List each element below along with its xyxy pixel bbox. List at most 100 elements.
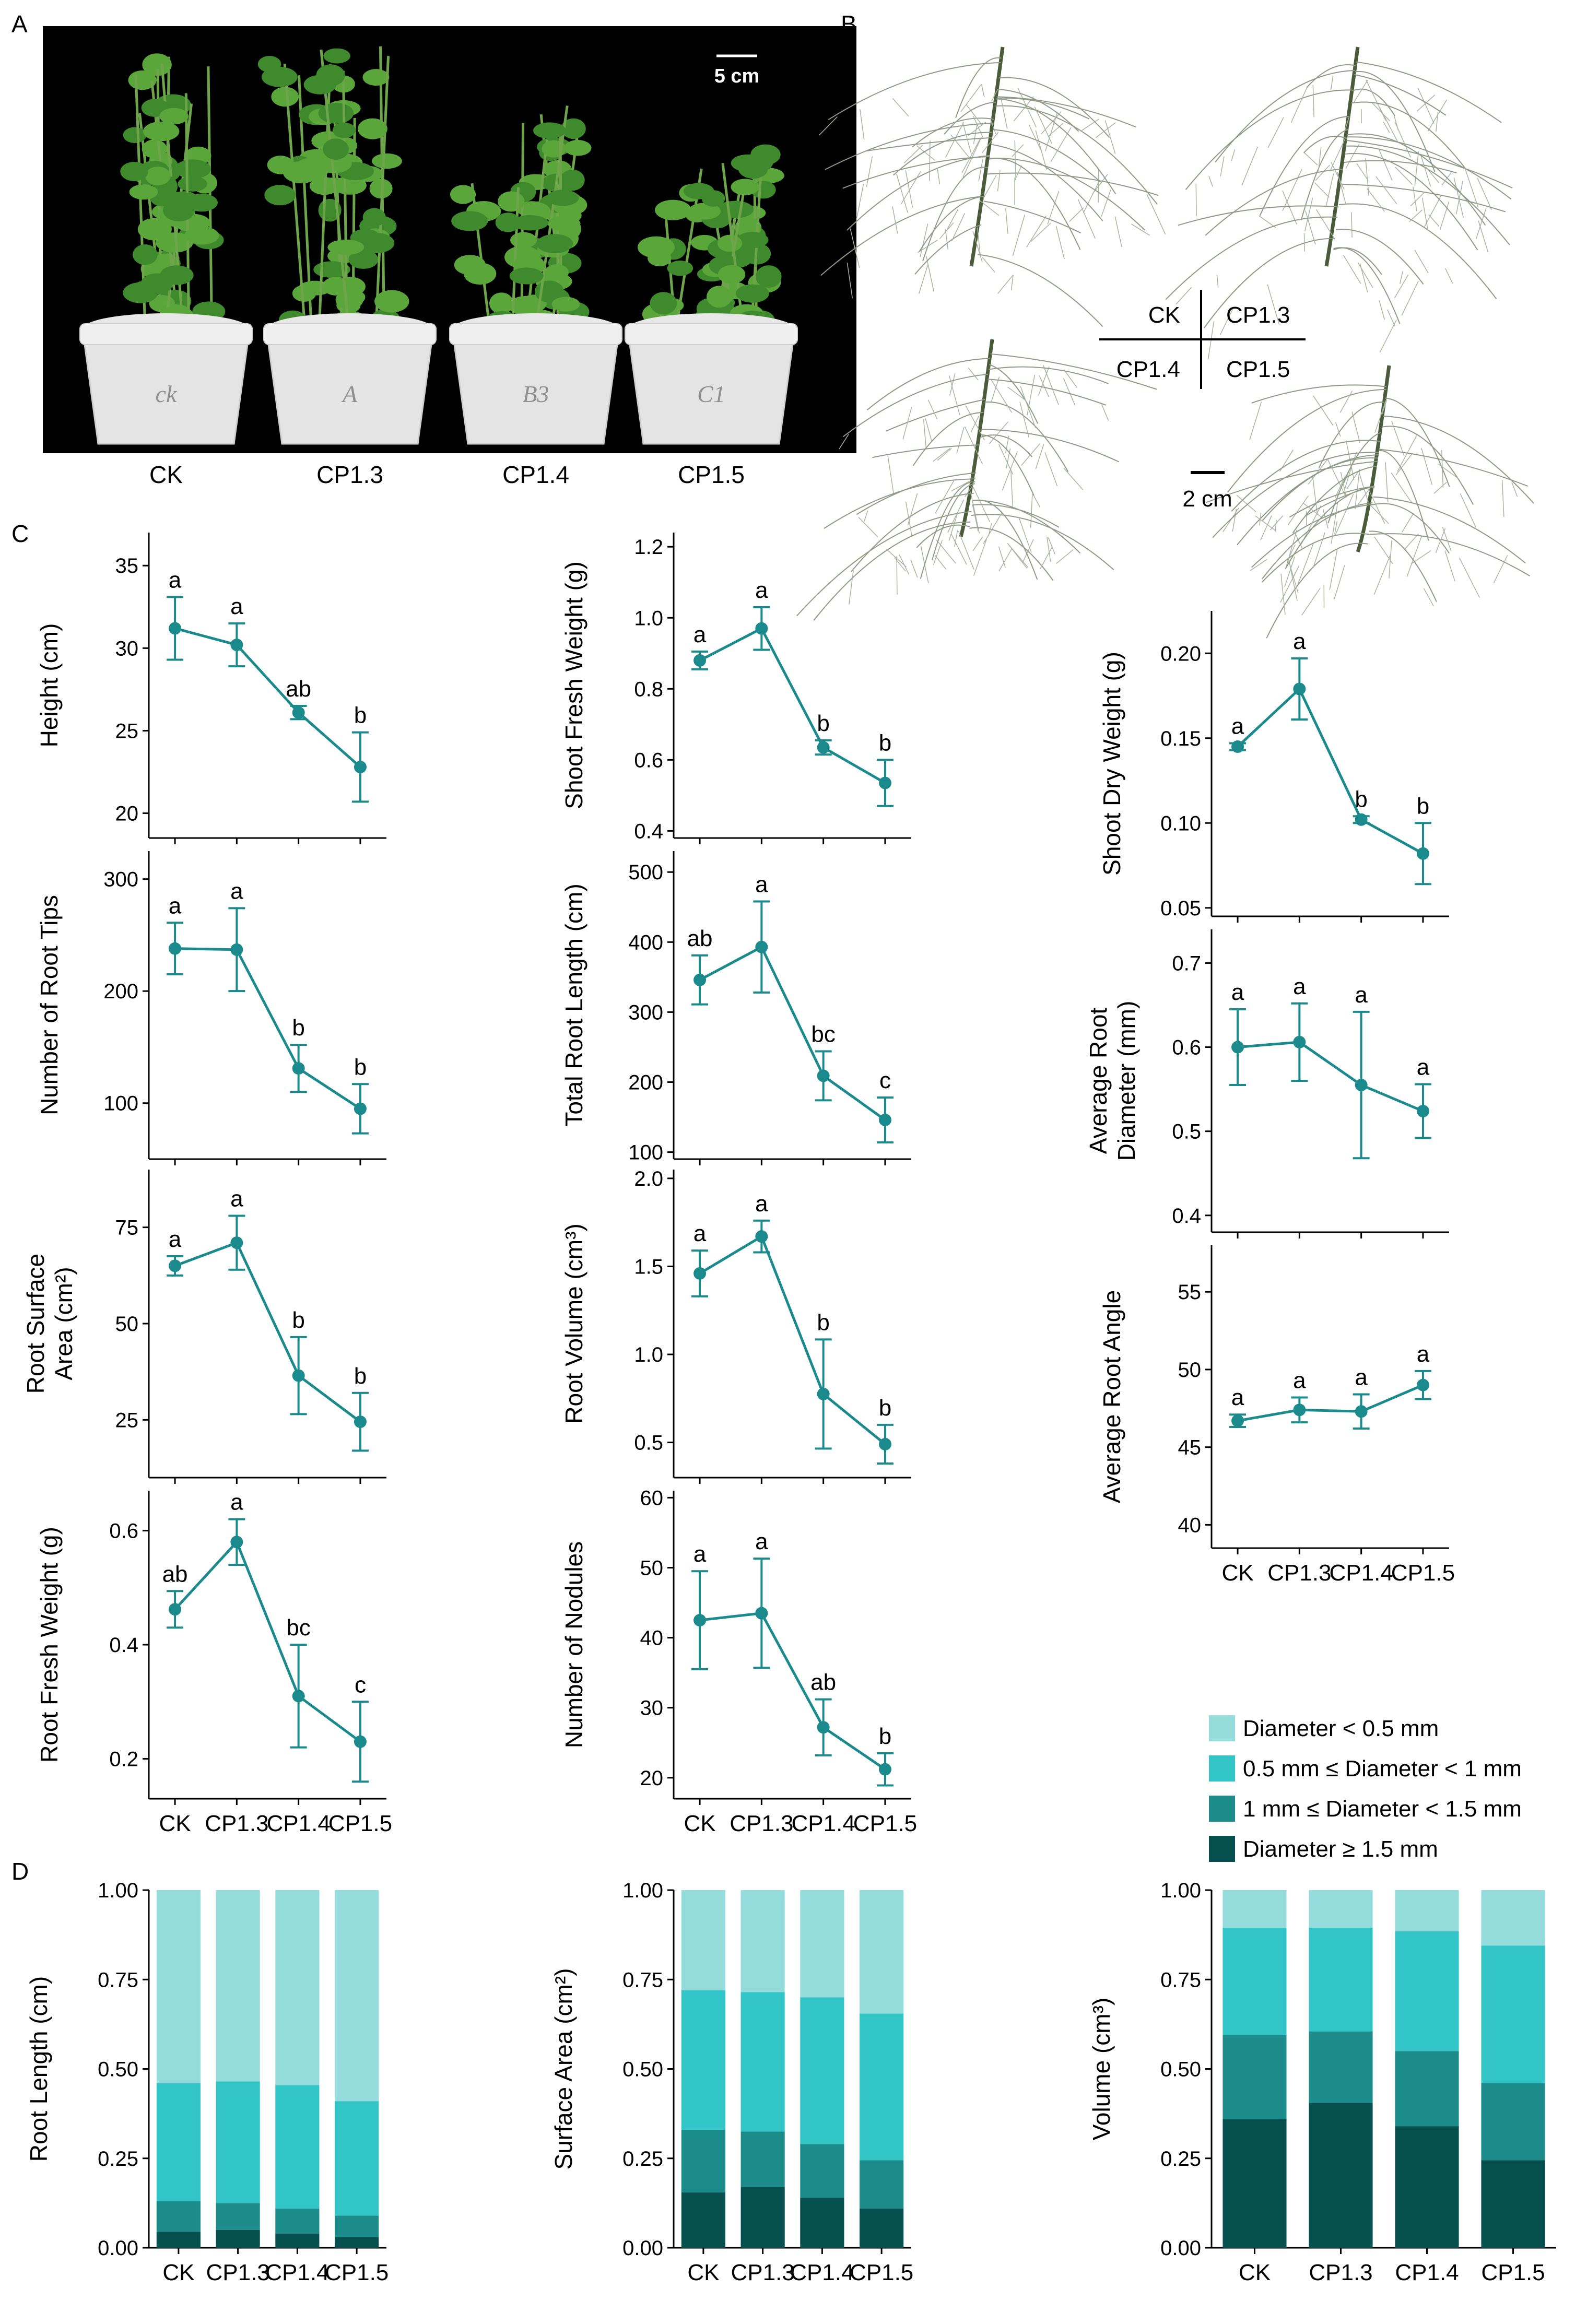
y-tick-label: 0.50 bbox=[98, 2058, 138, 2081]
data-point bbox=[878, 776, 891, 789]
quad-label-cp14: CP1.4 bbox=[1116, 357, 1180, 382]
significance-letter: a bbox=[693, 1541, 707, 1567]
significance-letter: a bbox=[1231, 1385, 1244, 1410]
significance-letter: b bbox=[292, 1015, 304, 1041]
bar-segment bbox=[1222, 2035, 1287, 2119]
plant-3 bbox=[450, 105, 592, 332]
root-system-1 bbox=[818, 46, 1166, 327]
bar-segment bbox=[335, 2237, 379, 2248]
plant-4 bbox=[637, 144, 784, 334]
significance-letter: a bbox=[169, 1226, 182, 1252]
data-point bbox=[354, 1415, 367, 1429]
bar-segment bbox=[1309, 1890, 1373, 1928]
data-point bbox=[693, 1267, 707, 1280]
y-tick-label: 20 bbox=[115, 803, 139, 825]
significance-letter: b bbox=[354, 703, 367, 728]
y-tick-label: 200 bbox=[628, 1071, 663, 1094]
y-tick-label: 1.5 bbox=[634, 1255, 663, 1278]
bar-segment bbox=[216, 2229, 260, 2248]
y-tick-label: 75 bbox=[115, 1217, 139, 1240]
data-point bbox=[755, 622, 768, 635]
quad-label-ck: CK bbox=[1148, 302, 1180, 328]
bar-segment bbox=[800, 2144, 844, 2198]
pot-label-cp13: CP1.3 bbox=[316, 461, 383, 488]
bar-segment bbox=[335, 2215, 379, 2237]
y-tick-label: 1.00 bbox=[98, 1879, 138, 1902]
y-tick-label: 30 bbox=[640, 1697, 664, 1720]
root-scan: CK CP1.3 CP1.4 CP1.5 2 cm bbox=[796, 46, 1534, 639]
bar-segment bbox=[1222, 2119, 1287, 2248]
bar-segment bbox=[740, 1992, 785, 2132]
y-tick-label: 100 bbox=[103, 1092, 138, 1115]
data-point bbox=[1355, 1405, 1368, 1418]
pot-label-cp14: CP1.4 bbox=[502, 461, 569, 488]
bar-segment bbox=[156, 2232, 201, 2248]
x-tick-label: CK bbox=[1221, 1560, 1253, 1586]
pot-mark-1: ck bbox=[156, 381, 178, 407]
data-point bbox=[230, 1236, 243, 1249]
significance-letter: a bbox=[1355, 1365, 1368, 1390]
bar-segment bbox=[1481, 1890, 1545, 1946]
significance-letter: b bbox=[354, 1054, 367, 1080]
y-tick-label: 0.50 bbox=[1160, 2058, 1201, 2081]
significance-letter: a bbox=[755, 1529, 768, 1554]
data-point bbox=[354, 761, 367, 774]
x-tick-label: CP1.5 bbox=[325, 2260, 389, 2285]
pot-mark-3: B3 bbox=[522, 381, 549, 407]
y-tick-label: 0.6 bbox=[1172, 1036, 1201, 1059]
significance-letter: a bbox=[230, 1490, 243, 1515]
chart-root_len: 100 200 300 400 500 Total Root Length (cm) ab a… bbox=[560, 851, 911, 1165]
y-tick-label: 0.25 bbox=[1160, 2148, 1201, 2170]
y-tick-label: 50 bbox=[115, 1313, 139, 1336]
y-tick-label: 0.4 bbox=[1172, 1205, 1201, 1228]
significance-letter: b bbox=[354, 1363, 367, 1389]
y-tick-label: 50 bbox=[1178, 1359, 1202, 1382]
significance-letter: bc bbox=[811, 1022, 835, 1047]
y-tick-label: 35 bbox=[115, 555, 139, 577]
significance-letter: a bbox=[1417, 1054, 1430, 1080]
y-axis-label: Total Root Length (cm) bbox=[560, 883, 587, 1126]
significance-letter: b bbox=[292, 1307, 304, 1333]
significance-letter: a bbox=[1293, 974, 1306, 999]
x-tick-label: CP1.5 bbox=[1391, 1560, 1455, 1586]
x-tick-label: CP1.4 bbox=[792, 1811, 855, 1836]
legend-swatch bbox=[1209, 1715, 1235, 1741]
data-point bbox=[1416, 847, 1429, 860]
bar-segment bbox=[275, 1890, 320, 2085]
data-point bbox=[817, 1387, 830, 1400]
significance-letter: a bbox=[755, 577, 768, 603]
y-axis-label: Volume (cm³) bbox=[1088, 1998, 1115, 2140]
significance-letter: b bbox=[817, 711, 829, 736]
bar-segment bbox=[1309, 2031, 1373, 2103]
significance-letter: b bbox=[879, 1724, 891, 1749]
y-tick-label: 0.00 bbox=[1160, 2237, 1201, 2260]
data-point bbox=[1231, 1414, 1244, 1428]
significance-letter: b bbox=[817, 1310, 829, 1335]
bar-segment bbox=[156, 1890, 201, 2083]
root-system-3 bbox=[796, 339, 1157, 621]
significance-letter: a bbox=[1231, 714, 1244, 739]
significance-letter: bc bbox=[286, 1615, 310, 1641]
bar-segment bbox=[156, 2201, 201, 2232]
bar-segment bbox=[681, 2192, 725, 2248]
y-axis-label: Shoot Dry Weight (g) bbox=[1098, 652, 1125, 876]
x-tick-label: CK bbox=[162, 2260, 194, 2285]
pot-2: A bbox=[263, 313, 437, 445]
series-line bbox=[1237, 1384, 1424, 1422]
bar-segment bbox=[275, 2208, 320, 2234]
data-point bbox=[1231, 740, 1244, 753]
y-tick-label: 0.2 bbox=[109, 1748, 138, 1771]
pot-label-cp15: CP1.5 bbox=[678, 461, 745, 488]
y-tick-label: 200 bbox=[103, 980, 138, 1003]
bar-segment bbox=[1309, 1927, 1373, 2032]
data-point bbox=[1355, 1079, 1368, 1092]
significance-letter: b bbox=[1355, 786, 1367, 812]
root-system-2 bbox=[1165, 46, 1513, 360]
y-axis-label: Surface Area (cm²) bbox=[550, 1968, 577, 2170]
chart-shoot_fw: 0.4 0.6 0.8 1.0 1.2 Shoot Fresh Weight (g) a a b… bbox=[560, 533, 911, 844]
pot-4: C1 bbox=[625, 313, 798, 445]
panel-label-d: D bbox=[11, 1858, 29, 1885]
data-point bbox=[230, 1536, 243, 1549]
